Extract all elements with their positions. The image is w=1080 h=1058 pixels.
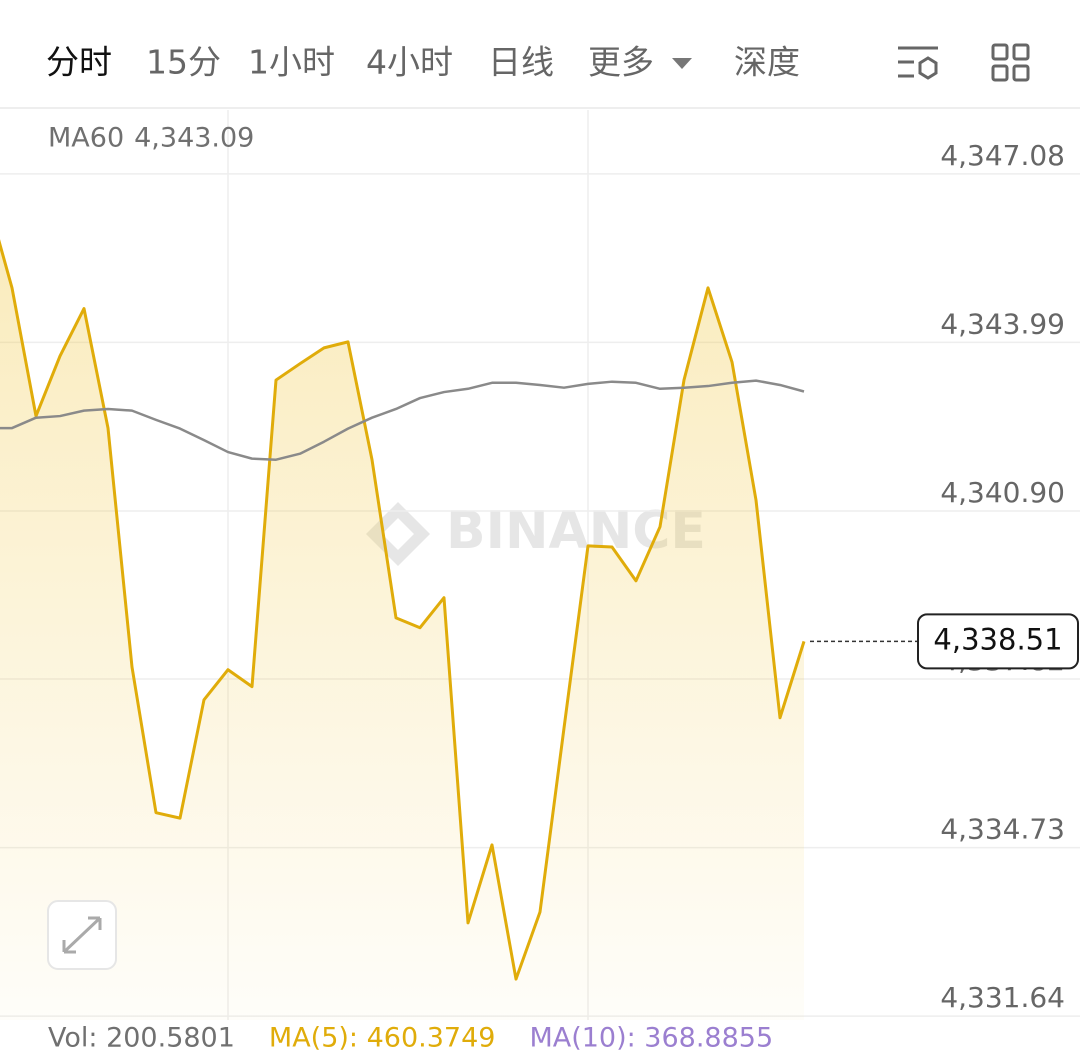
layout-icon[interactable] <box>991 43 1030 82</box>
y-tick-label: 4,334.73 <box>940 813 1065 846</box>
y-tick-label: 4,331.64 <box>940 981 1065 1014</box>
volume-stat: MA(5): 460.3749 <box>269 1023 496 1054</box>
plot <box>0 239 806 1020</box>
y-tick-label: 4,340.90 <box>940 476 1065 509</box>
last-price-box <box>917 613 1079 670</box>
tab[interactable]: 1小时 <box>248 43 335 82</box>
toolbar-icons <box>898 43 1030 82</box>
ma-line <box>0 379 805 461</box>
volume-stat: MA(10): 368.8855 <box>529 1023 773 1054</box>
volume-stat: Vol: 200.5801 <box>48 1023 235 1054</box>
dropdown-arrow <box>672 58 692 69</box>
tab[interactable]: 分时 <box>46 43 112 82</box>
legend: MA60 4,343.09 <box>48 123 254 154</box>
volume-stats: Vol: 200.5801 MA(5): 460.3749 MA(10): 368.… <box>48 1023 773 1054</box>
last-price-label: 4,338.51 <box>933 622 1062 656</box>
legend-name: MA60 <box>48 123 124 154</box>
grid <box>0 173 1080 1017</box>
tab[interactable]: 15分 <box>146 43 221 82</box>
price-line <box>0 239 806 981</box>
tab[interactable]: 日线 <box>488 43 554 82</box>
tab-bar: 分时 15分 1小时 4小时 日线 更多 深度 <box>46 43 800 82</box>
tab[interactable]: 4小时 <box>366 43 453 82</box>
settings-icon[interactable] <box>898 46 938 80</box>
y-axis: 4,347.084,343.994,340.904,337.824,334.73… <box>940 139 1065 1014</box>
y-tick-label: 4,347.08 <box>940 139 1065 172</box>
expand-button[interactable] <box>47 900 117 970</box>
price-area <box>0 244 804 1020</box>
legend-value: 4,343.09 <box>134 123 254 154</box>
y-tick-label: 4,343.99 <box>940 307 1065 340</box>
tab[interactable]: 更多 <box>588 43 654 82</box>
tab[interactable]: 深度 <box>734 43 800 82</box>
